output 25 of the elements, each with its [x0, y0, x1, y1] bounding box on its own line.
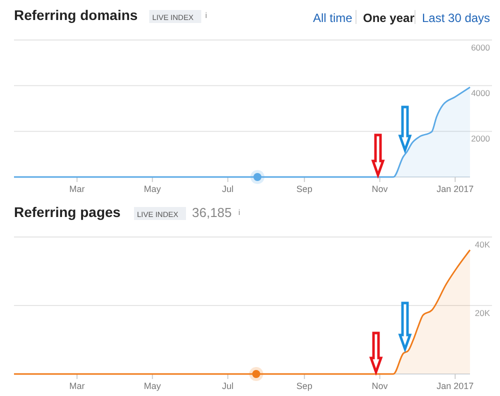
text: i: [205, 11, 208, 20]
y-tick-label: 2000: [471, 134, 490, 144]
x-tick-label: Jan 2017: [436, 381, 474, 391]
y-tick-label: 4000: [471, 88, 490, 98]
text: i: [238, 208, 240, 217]
y-tick-label: 40K: [474, 239, 490, 250]
text: One year: [363, 11, 415, 25]
chart-title: Referring pages: [14, 204, 121, 220]
y-tick-label: 6000: [471, 42, 490, 52]
x-tick-label: Sep: [296, 381, 312, 391]
x-tick-label: Nov: [372, 184, 388, 194]
x-tick-label: Sep: [296, 184, 312, 194]
x-tick-label: Nov: [372, 381, 388, 391]
text: Last 30 days: [422, 11, 490, 25]
chart-title: Referring domains: [14, 7, 138, 23]
x-tick-label: Jul: [222, 381, 234, 391]
x-tick-label: Jan 2017: [436, 184, 474, 194]
x-tick-label: Mar: [69, 381, 85, 391]
x-tick-label: May: [144, 381, 162, 391]
x-tick-label: Mar: [69, 184, 85, 194]
x-tick-label: May: [144, 184, 162, 194]
y-tick-label: 20K: [474, 308, 490, 318]
text: All time: [313, 11, 353, 25]
x-tick-label: Jul: [222, 184, 234, 194]
chart-subtitle: 36,185: [192, 205, 232, 220]
